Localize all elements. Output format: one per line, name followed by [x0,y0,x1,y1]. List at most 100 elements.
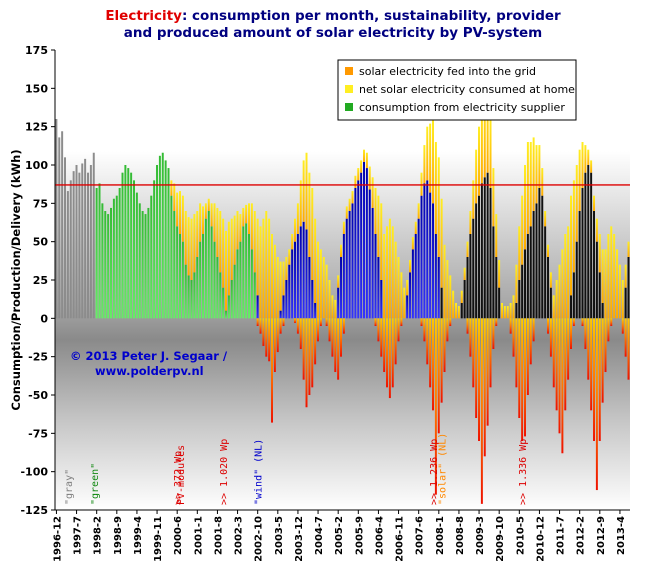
bar-supplier [107,214,110,319]
bar-supplier [242,226,245,319]
bar-net-solar [262,218,265,319]
bar-fed-grid [265,318,268,357]
bar-supplier [296,234,299,319]
x-tick-label: 2009-10 [495,516,506,561]
bar-net-solar [498,260,501,288]
bar-supplier [124,165,127,319]
bar-net-solar [426,126,429,181]
bar-fed-grid [469,318,472,357]
bar-fed-grid [604,318,607,372]
bar-fed-grid [595,318,598,491]
bar-net-solar [598,234,601,273]
bar-supplier [478,195,480,319]
bar-net-solar [216,207,219,257]
bar-fed-grid [334,318,337,372]
bar-supplier [121,172,124,319]
bar-supplier [535,203,538,319]
bar-net-solar [340,244,342,257]
bar-supplier [340,257,342,319]
bar-supplier [547,257,549,319]
x-tick-label: 2010-5 [515,516,526,555]
bar-net-solar [357,168,360,181]
bar-supplier [138,203,141,319]
bar-net-solar [351,191,354,204]
bar-supplier [575,241,578,319]
x-tick-label: 1997-7 [73,516,84,555]
annotation-label: "solar" (NL) [438,433,449,505]
bar-supplier [190,280,193,319]
bar-supplier [624,287,627,319]
bar-fed-grid [397,318,400,342]
bar-fed-grid [495,318,498,326]
bar-supplier [345,218,348,319]
bar-net-solar [616,249,618,319]
bar-fed-grid [552,318,555,388]
x-tick-label: 2002-10 [254,516,265,561]
bar-net-solar [572,180,575,273]
bar-supplier [202,234,204,319]
annotation-label: "gray" [64,469,75,505]
x-tick-label: 2012-9 [596,516,607,555]
x-tick-label: 2001-8 [213,516,224,555]
x-tick-label: 2010-12 [535,516,546,561]
bar-supplier [460,303,463,319]
bar-net-solar [394,241,397,319]
bar-net-solar [302,160,305,222]
bar-fed-grid [423,318,426,342]
bar-net-solar [434,142,437,234]
bar-net-solar [176,192,179,227]
bar-fed-grid [426,318,429,365]
bar-fed-grid [328,318,331,342]
bar-supplier [161,152,164,319]
bar-fed-grid [624,318,627,357]
legend-swatch-supplier [345,103,353,111]
bar-supplier [81,163,84,319]
bar-fed-grid [567,318,570,380]
bar-net-solar [587,149,590,165]
bar-fed-grid [549,318,552,357]
bar-net-solar [420,172,423,196]
bar-net-solar [627,241,630,257]
bar-fed-grid [587,318,590,380]
bar-fed-grid [529,318,532,365]
bar-fed-grid [374,318,377,326]
bar-net-solar [210,203,213,227]
bar-supplier [483,177,486,319]
bar-supplier [486,172,489,319]
bar-fed-grid [590,318,593,411]
bar-net-solar [230,218,233,280]
bar-net-solar [509,303,512,319]
bar-supplier [549,287,552,319]
bar-net-solar [371,177,374,208]
bar-net-solar [256,218,259,296]
bar-net-solar [291,234,294,250]
bar-fed-grid [311,318,314,388]
bar-net-solar [184,211,187,265]
bar-fed-grid [572,318,575,326]
bar-supplier [526,234,529,319]
legend-box [337,59,577,121]
bar-supplier [570,295,572,319]
bar-supplier [216,257,219,319]
x-tick-label: 2005-9 [354,516,365,555]
bar-net-solar [440,198,443,288]
bar-fed-grid [308,318,311,395]
y-tick-label: 125 [25,121,48,134]
legend-swatch-net-solar [345,85,353,93]
bar-net-solar [377,195,380,257]
bar-fed-grid [561,318,564,454]
bar-net-solar [575,165,578,242]
bar-net-solar [593,195,595,211]
bar-supplier [524,249,526,319]
bar-fed-grid [434,318,437,495]
bar-net-solar [610,226,613,319]
bar-supplier [156,165,158,319]
bar-supplier [593,211,595,319]
bar-supplier [150,195,153,319]
bar-net-solar [388,218,391,319]
bar-fed-grid [532,318,535,342]
bar-fed-grid [610,318,613,326]
bar-supplier [472,218,475,319]
x-tick-label: 2003-5 [274,516,285,555]
